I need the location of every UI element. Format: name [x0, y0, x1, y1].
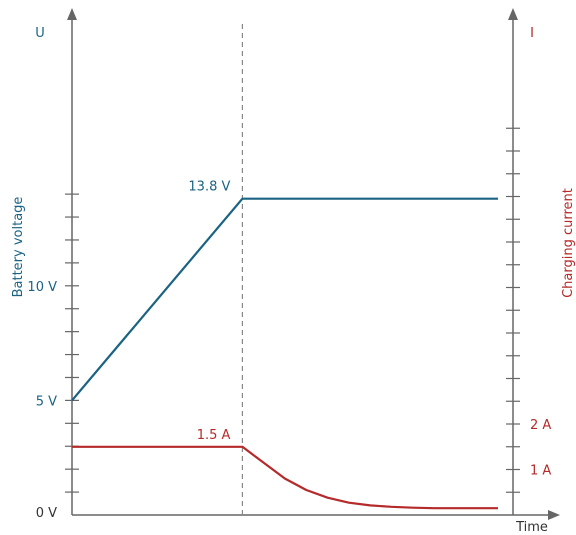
voltage-line — [71, 197, 498, 402]
voltage-annotation: 13.8 V — [188, 180, 230, 195]
right-axis-arrow — [508, 8, 518, 20]
right-tick-label: 2 A — [530, 418, 551, 433]
left-axis-arrow — [67, 8, 77, 20]
left-tick-label: 0 V — [36, 506, 57, 521]
current-annotation: 1.5 A — [197, 428, 231, 443]
current-line — [72, 445, 498, 510]
x-axis-title: Time — [515, 520, 548, 535]
left-tick-label: 10 V — [27, 280, 57, 295]
right-axis-letter: I — [530, 26, 534, 41]
left-tick-label: 5 V — [36, 394, 57, 409]
left-axis-title: Battery voltage — [11, 197, 26, 298]
x-axis-arrow — [548, 510, 560, 520]
right-axis-title: Charging current — [561, 188, 576, 298]
right-tick-label: 1 A — [530, 464, 551, 479]
left-axis-letter: U — [35, 26, 45, 41]
